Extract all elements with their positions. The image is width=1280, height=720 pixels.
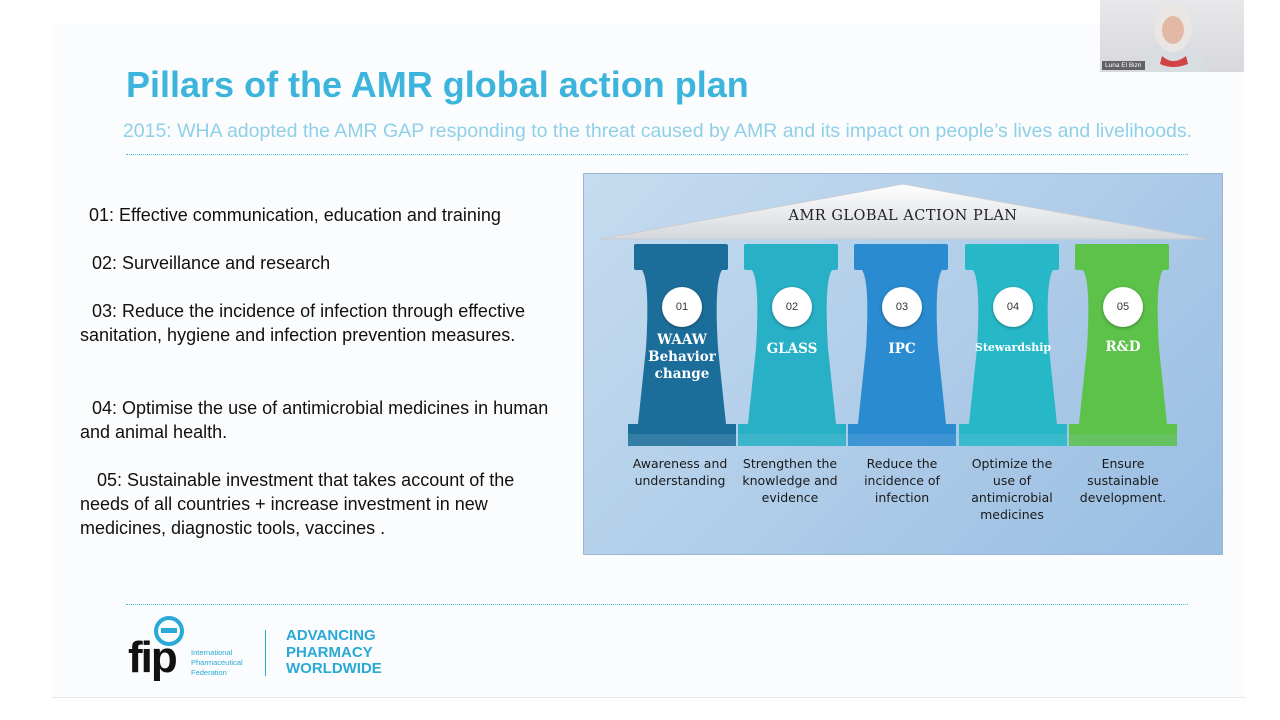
pillar-item-5: 05: Sustainable investment that takes ac… [80,470,515,538]
column-shape [1069,244,1177,446]
fip-globe-icon [154,616,184,646]
pillar-item-4: 04: Optimise the use of antimicrobial me… [80,398,549,442]
tagline-line-2: PHARMACY [286,643,373,661]
pillar-number-5: 05 [1103,287,1143,327]
fip-name-line-2: Pharmaceutical [191,658,243,667]
fip-name-line-1: International [191,648,233,657]
presenter-name-label: Luna El Bizri [1102,61,1145,70]
pillar-column-4: 04 Stewardship [959,244,1067,448]
pillar-desc-1: Awareness and understanding [632,456,728,488]
slide-title: Pillars of the AMR global action plan [126,64,749,105]
column-shape [738,244,846,446]
column-shape [848,244,956,446]
pillar-column-2: 02 GLASS [738,244,846,448]
fip-tagline: ADVANCING PHARMACY WORLDWIDE [286,627,382,678]
fip-name-line-3: Federation [191,668,227,677]
tagline-line-3: WORLDWIDE [286,660,382,677]
pillar-column-1: 01 WAAW Behavior change [628,244,736,448]
pillar-column-5: 05 R&D [1069,244,1177,448]
column-shape [628,244,736,446]
amr-action-plan-diagram: AMR GLOBAL ACTION PLAN 01 WAAW Behavior … [583,173,1223,555]
pillar-number-1: 01 [662,287,702,327]
pillar-name-2: GLASS [766,341,818,357]
pillar-name-5: R&D [1105,339,1141,355]
footer-divider [126,604,1188,605]
pillar-desc-4: Optimize the use of antimicrobial medici… [971,456,1053,522]
tagline-line-1: ADVANCING [286,627,376,644]
pillar-desc-5: Ensure sustainable development. [1079,456,1167,505]
roof-label: AMR GLOBAL ACTION PLAN [788,208,1018,224]
pillar-number-4: 04 [993,287,1033,327]
slide-subtitle: 2015: WHA adopted the AMR GAP responding… [122,120,1193,142]
pillar-number-2: 02 [772,287,812,327]
presenter-avatar [1138,4,1208,72]
webcam-thumbnail[interactable]: Luna El Bizri [1100,0,1244,72]
pillar-item-1: 01: Effective communication, education a… [89,205,501,225]
pillar-column-3: 03 IPC [848,244,956,448]
pillar-item-2: 02: Surveillance and research [92,253,331,273]
pillar-item-3: 03: Reduce the incidence of infection th… [80,301,525,345]
logo-separator [265,630,266,676]
fip-wordmark: fip [128,633,178,682]
pillar-desc-2: Strengthen the knowledge and evidence [742,456,838,505]
roof-shape [600,183,1206,240]
title-divider [126,154,1188,155]
pillar-name-1: WAAW Behavior change [648,332,716,382]
pillar-number-3: 03 [882,287,922,327]
pillar-name-3: IPC [888,341,916,357]
pillar-name-4: Stewardship [974,341,1052,354]
fip-full-name: International Pharmaceutical Federation [191,648,243,678]
column-shape [959,244,1067,446]
fip-logo: fip International Pharmaceutical Federat… [128,614,388,688]
pillar-desc-3: Reduce the incidence of infection [864,456,940,505]
